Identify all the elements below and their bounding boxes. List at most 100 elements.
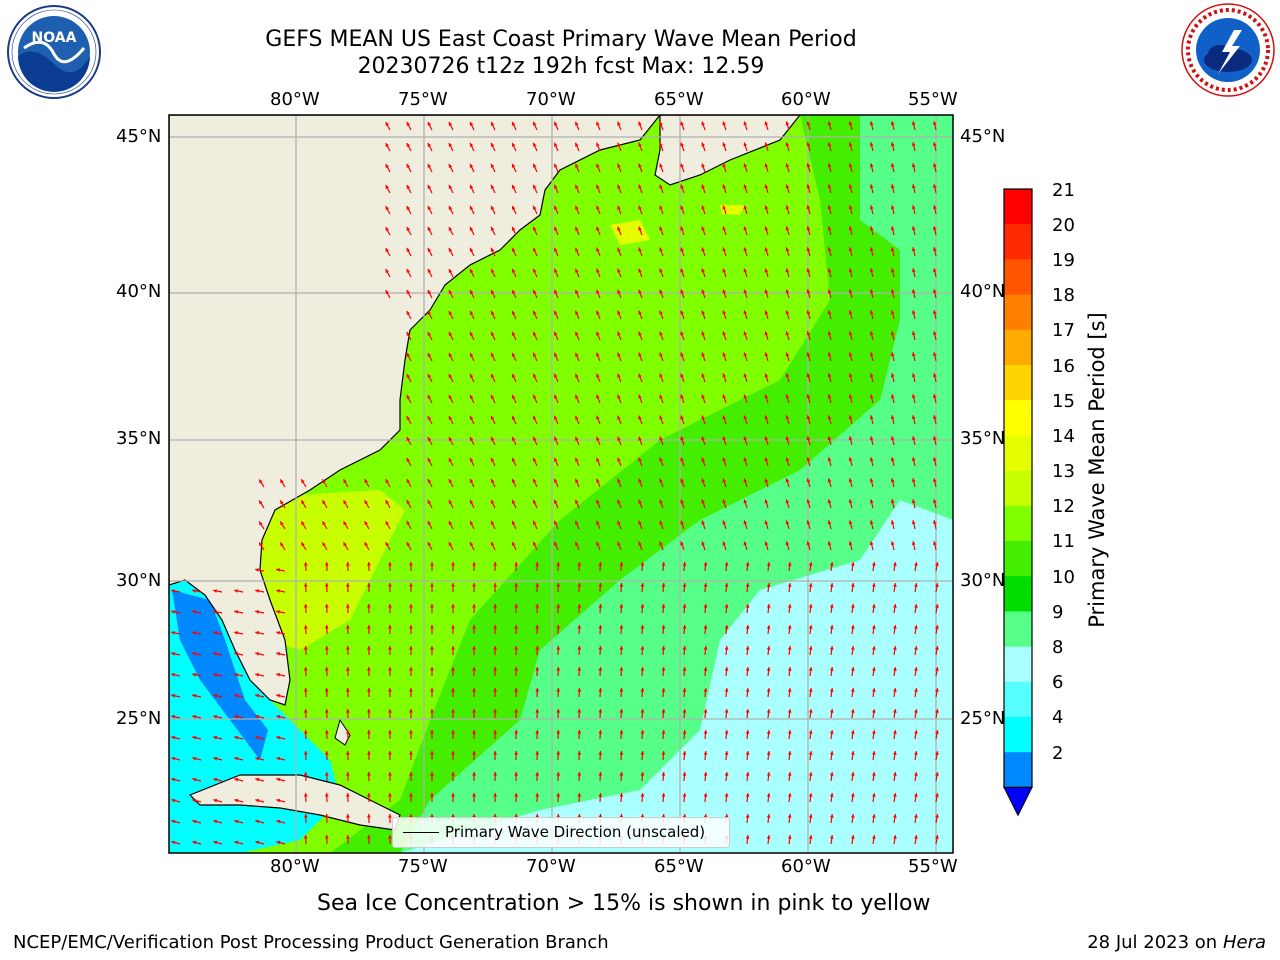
wave-direction-arrowhead xyxy=(827,289,832,294)
wave-direction-arrowhead xyxy=(743,436,748,441)
wave-direction-arrowhead xyxy=(366,562,371,566)
wave-direction-arrowhead xyxy=(213,672,218,677)
wave-direction-arrowhead xyxy=(345,835,350,839)
wave-direction-arrowhead xyxy=(617,142,621,147)
wave-direction-arrowhead xyxy=(234,631,239,635)
wave-direction-arrowhead xyxy=(577,772,582,776)
wave-direction-arrowhead xyxy=(640,709,645,713)
wave-direction-arrowhead xyxy=(448,142,453,147)
wave-direction-arrowhead xyxy=(745,772,750,776)
wave-direction-arrowhead xyxy=(932,310,937,315)
wave-direction-arrowhead xyxy=(743,289,748,294)
wave-direction-arrowhead xyxy=(532,541,537,546)
wave-direction-arrowhead xyxy=(722,436,727,441)
wave-direction-arrowhead xyxy=(280,479,284,484)
wave-direction-arrowhead xyxy=(638,121,642,126)
wave-direction-arrowhead xyxy=(276,693,281,698)
colorbar-segment xyxy=(1004,505,1032,542)
wave-direction-arrowhead xyxy=(682,772,687,776)
wave-direction-arrowhead xyxy=(827,310,832,315)
wave-direction-arrowhead xyxy=(914,814,918,818)
colorbar-tick: 16 xyxy=(1052,356,1075,377)
wave-direction-arrowhead xyxy=(575,415,579,420)
wave-direction-arrowhead xyxy=(848,226,853,231)
colorbar-segment xyxy=(1004,365,1032,401)
wave-direction-arrowhead xyxy=(406,332,411,337)
wave-direction-arrowhead xyxy=(848,499,853,504)
wave-direction-arrowhead xyxy=(554,205,558,210)
wave-direction-arrowhead xyxy=(661,604,666,608)
wave-direction-arrowhead xyxy=(808,583,813,587)
wave-direction-arrowhead xyxy=(619,793,624,797)
wave-direction-arrowhead xyxy=(638,373,642,378)
wave-direction-arrowhead xyxy=(192,735,197,740)
wave-direction-arrowhead xyxy=(192,589,196,593)
wave-direction-arrowhead xyxy=(787,793,792,797)
wave-direction-arrowhead xyxy=(892,793,897,797)
wave-direction-arrowhead xyxy=(743,226,748,231)
wave-direction-arrowhead xyxy=(171,589,175,593)
wave-direction-arrowhead xyxy=(764,373,769,378)
wave-direction-arrowhead xyxy=(430,583,434,587)
wave-direction-arrowhead xyxy=(514,625,519,629)
wave-direction-arrowhead xyxy=(385,521,390,526)
wave-direction-arrowhead xyxy=(469,520,474,525)
wave-direction-arrowhead xyxy=(680,121,684,126)
wave-direction-arrowhead xyxy=(448,520,453,525)
wave-direction-arrowhead xyxy=(935,709,939,713)
wave-direction-arrowhead xyxy=(385,227,390,232)
wave-direction-arrowhead xyxy=(409,625,413,629)
wave-direction-arrowhead xyxy=(493,688,498,692)
wave-direction-arrowhead xyxy=(234,756,239,761)
wave-direction-arrowhead xyxy=(345,730,350,734)
wave-direction-arrowhead xyxy=(785,142,790,147)
wave-direction-arrowhead xyxy=(451,625,455,629)
wave-direction-arrowhead xyxy=(234,610,238,614)
wave-direction-arrowhead xyxy=(409,709,413,713)
wave-direction-arrowhead xyxy=(511,520,516,525)
wave-direction-arrowhead xyxy=(722,457,727,462)
wave-direction-arrowhead xyxy=(932,121,937,126)
wave-direction-arrowhead xyxy=(345,751,350,755)
wave-direction-arrowhead xyxy=(722,268,727,273)
wave-direction-arrowhead xyxy=(303,604,308,608)
wave-direction-arrowhead xyxy=(806,415,811,420)
wave-direction-arrowhead xyxy=(787,751,792,755)
wave-direction-arrowhead xyxy=(388,814,392,818)
wave-direction-arrowhead xyxy=(406,374,411,379)
wave-direction-arrowhead xyxy=(890,478,895,483)
wave-direction-arrowhead xyxy=(532,331,537,336)
wave-direction-arrowhead xyxy=(766,793,771,797)
wave-direction-arrowhead xyxy=(701,541,706,546)
wave-direction-arrowhead xyxy=(914,730,918,734)
wave-direction-arrowhead xyxy=(490,373,495,378)
wave-direction-arrowhead xyxy=(213,819,218,824)
wave-direction-arrowhead xyxy=(596,226,600,231)
wave-direction-arrowhead xyxy=(345,625,350,629)
wave-direction-arrowhead xyxy=(554,163,558,168)
wave-direction-arrowhead xyxy=(682,625,687,629)
wave-direction-arrowhead xyxy=(892,625,897,629)
wave-direction-arrowhead xyxy=(556,730,561,734)
wave-direction-arrowhead xyxy=(787,772,792,776)
wave-direction-arrowhead xyxy=(427,542,432,547)
wave-direction-arrowhead xyxy=(535,604,540,608)
wave-direction-arrowhead xyxy=(343,479,347,484)
wave-direction-arrowhead xyxy=(827,226,832,231)
wave-direction-arrowhead xyxy=(345,688,350,692)
wave-direction-arrowhead xyxy=(661,667,666,671)
wave-direction-arrowhead xyxy=(766,604,771,608)
wave-direction-arrowhead xyxy=(617,247,621,252)
wave-direction-arrowhead xyxy=(871,646,876,650)
wave-direction-arrowhead xyxy=(511,268,516,273)
wave-direction-arrowhead xyxy=(532,289,537,294)
colorbar-tick: 10 xyxy=(1052,567,1075,588)
wave-direction-arrowhead xyxy=(234,840,239,845)
wave-direction-arrowhead xyxy=(575,457,579,462)
wave-direction-arrowhead xyxy=(511,247,516,252)
wave-direction-arrowhead xyxy=(276,589,280,593)
wave-direction-arrowhead xyxy=(598,562,603,566)
wave-direction-arrowhead xyxy=(451,562,455,566)
wave-direction-arrowhead xyxy=(680,520,684,525)
